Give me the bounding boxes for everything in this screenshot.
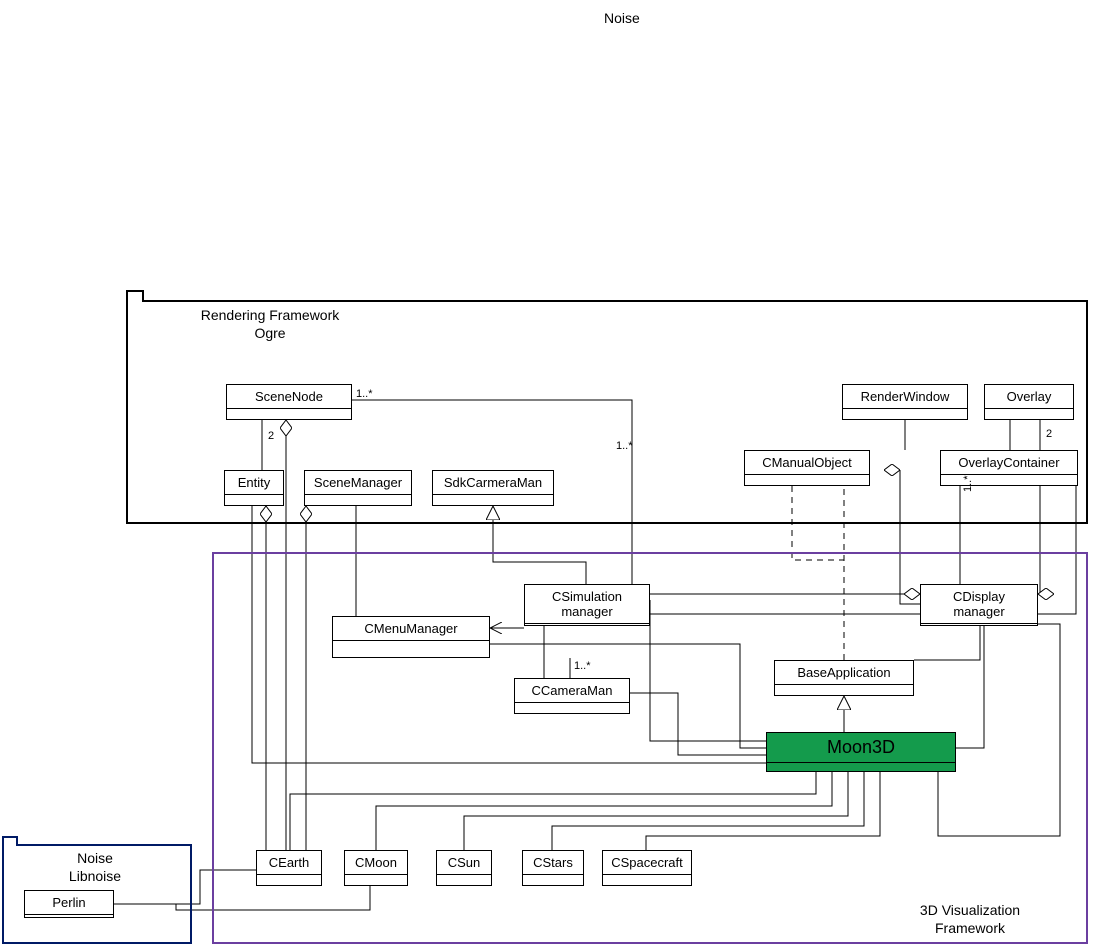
class-name-OverlayContainer: OverlayContainer: [941, 451, 1077, 475]
frame-tab-noise: [2, 836, 18, 846]
class-body-SceneNode: [227, 409, 351, 419]
class-Entity: Entity: [224, 470, 284, 506]
class-name-Moon3D: Moon3D: [767, 733, 955, 763]
class-name-BaseApplication: BaseApplication: [775, 661, 913, 685]
class-SdkCameraMan: SdkCarmeraMan: [432, 470, 554, 506]
class-body-CMoon: [345, 875, 407, 885]
class-CCameraMan: CCameraMan: [514, 678, 630, 714]
frame-label-viz3d: 3D VisualizationFramework: [880, 902, 1060, 937]
class-CEarth: CEarth: [256, 850, 322, 886]
frame-label-line2: Libnoise: [10, 868, 180, 886]
class-body-CSun: [437, 875, 491, 885]
class-Moon3D: Moon3D: [766, 732, 956, 772]
class-BaseApplication: BaseApplication: [774, 660, 914, 696]
class-OverlayContainer: OverlayContainer: [940, 450, 1078, 486]
class-body-Entity: [225, 495, 283, 505]
class-name-CManualObject: CManualObject: [745, 451, 869, 475]
frame-label-noise: NoiseLibnoise: [10, 850, 180, 885]
class-body-CCameraMan: [515, 703, 629, 713]
class-body-SdkCameraMan: [433, 495, 553, 505]
frame-tab-rendering: [126, 290, 144, 302]
class-body-CManualObject: [745, 475, 869, 485]
class-body-Moon3D: [767, 763, 955, 771]
class-body-BaseApplication: [775, 685, 913, 695]
class-name-SceneManager: SceneManager: [305, 471, 411, 495]
frame-label-line2: Ogre: [160, 325, 380, 343]
class-name-RenderWindow: RenderWindow: [843, 385, 967, 409]
class-SceneManager: SceneManager: [304, 470, 412, 506]
class-Overlay: Overlay: [984, 384, 1074, 420]
class-body-CSpacecraft: [603, 875, 691, 885]
class-CSimulationMgr: CSimulationmanager: [524, 584, 650, 626]
multiplicity-3: 2: [1046, 428, 1052, 440]
class-name-CSun: CSun: [437, 851, 491, 875]
class-name-CEarth: CEarth: [257, 851, 321, 875]
class-CSpacecraft: CSpacecraft: [602, 850, 692, 886]
multiplicity-4: 1..*: [962, 475, 974, 492]
class-name-Overlay: Overlay: [985, 385, 1073, 409]
class-CDisplayMgr: CDisplaymanager: [920, 584, 1038, 626]
class-name-CDisplayMgr: CDisplaymanager: [921, 585, 1037, 624]
multiplicity-5: 1..*: [574, 660, 591, 672]
class-CManualObject: CManualObject: [744, 450, 870, 486]
class-name-CCameraMan: CCameraMan: [515, 679, 629, 703]
class-name-CSimulationMgr: CSimulationmanager: [525, 585, 649, 624]
class-name-Perlin: Perlin: [25, 891, 113, 915]
multiplicity-0: 1..*: [356, 388, 373, 400]
class-body-Overlay: [985, 409, 1073, 419]
class-CStars: CStars: [522, 850, 584, 886]
class-body-CSimulationMgr: [525, 624, 649, 630]
class-name-SceneNode: SceneNode: [227, 385, 351, 409]
multiplicity-2: 1..*: [616, 440, 633, 452]
class-name-CSpacecraft: CSpacecraft: [603, 851, 691, 875]
frame-label-line2: Framework: [880, 920, 1060, 938]
page-title: Noise: [604, 10, 640, 26]
multiplicity-1: 2: [268, 430, 274, 442]
class-SceneNode: SceneNode: [226, 384, 352, 420]
class-CMenuManager: CMenuManager: [332, 616, 490, 658]
class-CMoon: CMoon: [344, 850, 408, 886]
class-Perlin: Perlin: [24, 890, 114, 918]
class-name-CMenuManager: CMenuManager: [333, 617, 489, 641]
frame-label-line1: Rendering Framework: [160, 307, 380, 325]
class-body-CStars: [523, 875, 583, 885]
class-body-CEarth: [257, 875, 321, 885]
frame-label-line1: 3D Visualization: [880, 902, 1060, 920]
class-name-SdkCameraMan: SdkCarmeraMan: [433, 471, 553, 495]
class-body-RenderWindow: [843, 409, 967, 419]
class-CSun: CSun: [436, 850, 492, 886]
frame-label-rendering: Rendering FrameworkOgre: [160, 307, 380, 342]
class-body-SceneManager: [305, 495, 411, 505]
class-name-Entity: Entity: [225, 471, 283, 495]
class-body-Perlin: [25, 915, 113, 921]
class-body-CDisplayMgr: [921, 624, 1037, 630]
class-name-CStars: CStars: [523, 851, 583, 875]
class-body-CMenuManager: [333, 641, 489, 657]
frame-label-line1: Noise: [10, 850, 180, 868]
class-RenderWindow: RenderWindow: [842, 384, 968, 420]
class-name-CMoon: CMoon: [345, 851, 407, 875]
